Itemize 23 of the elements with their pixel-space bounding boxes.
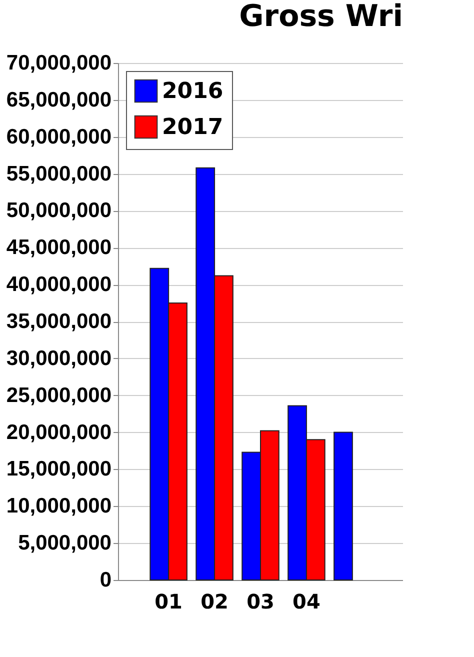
y-tick-label: 50,000,000 xyxy=(6,199,112,222)
y-tick-label: 25,000,000 xyxy=(6,384,112,407)
chart-title: Gross Wri xyxy=(239,0,403,34)
y-tick-label: 0 xyxy=(100,568,112,592)
y-tick-label: 40,000,000 xyxy=(6,273,112,296)
x-tick-label: 04 xyxy=(292,590,320,614)
y-tick-label: 30,000,000 xyxy=(6,346,112,370)
y-tick-label: 10,000,000 xyxy=(6,494,112,518)
x-tick-label: 01 xyxy=(154,590,182,614)
x-tick-label: 02 xyxy=(200,590,228,614)
x-tick-label: 03 xyxy=(246,590,274,614)
y-tick-label: 60,000,000 xyxy=(6,125,112,148)
y-tick-label: 20,000,000 xyxy=(6,420,112,444)
y-tick-label: 70,000,000 xyxy=(6,52,112,74)
bar xyxy=(334,432,353,580)
y-tick-label: 5,000,000 xyxy=(18,532,112,555)
legend-label: 2016 xyxy=(162,79,224,104)
y-tick-label: 45,000,000 xyxy=(6,236,112,260)
y-tick-label: 55,000,000 xyxy=(6,162,112,186)
legend-label: 2017 xyxy=(162,115,224,140)
y-tick-label: 15,000,000 xyxy=(6,458,112,481)
y-tick-label: 65,000,000 xyxy=(6,88,112,112)
y-tick-label: 35,000,000 xyxy=(6,310,112,333)
